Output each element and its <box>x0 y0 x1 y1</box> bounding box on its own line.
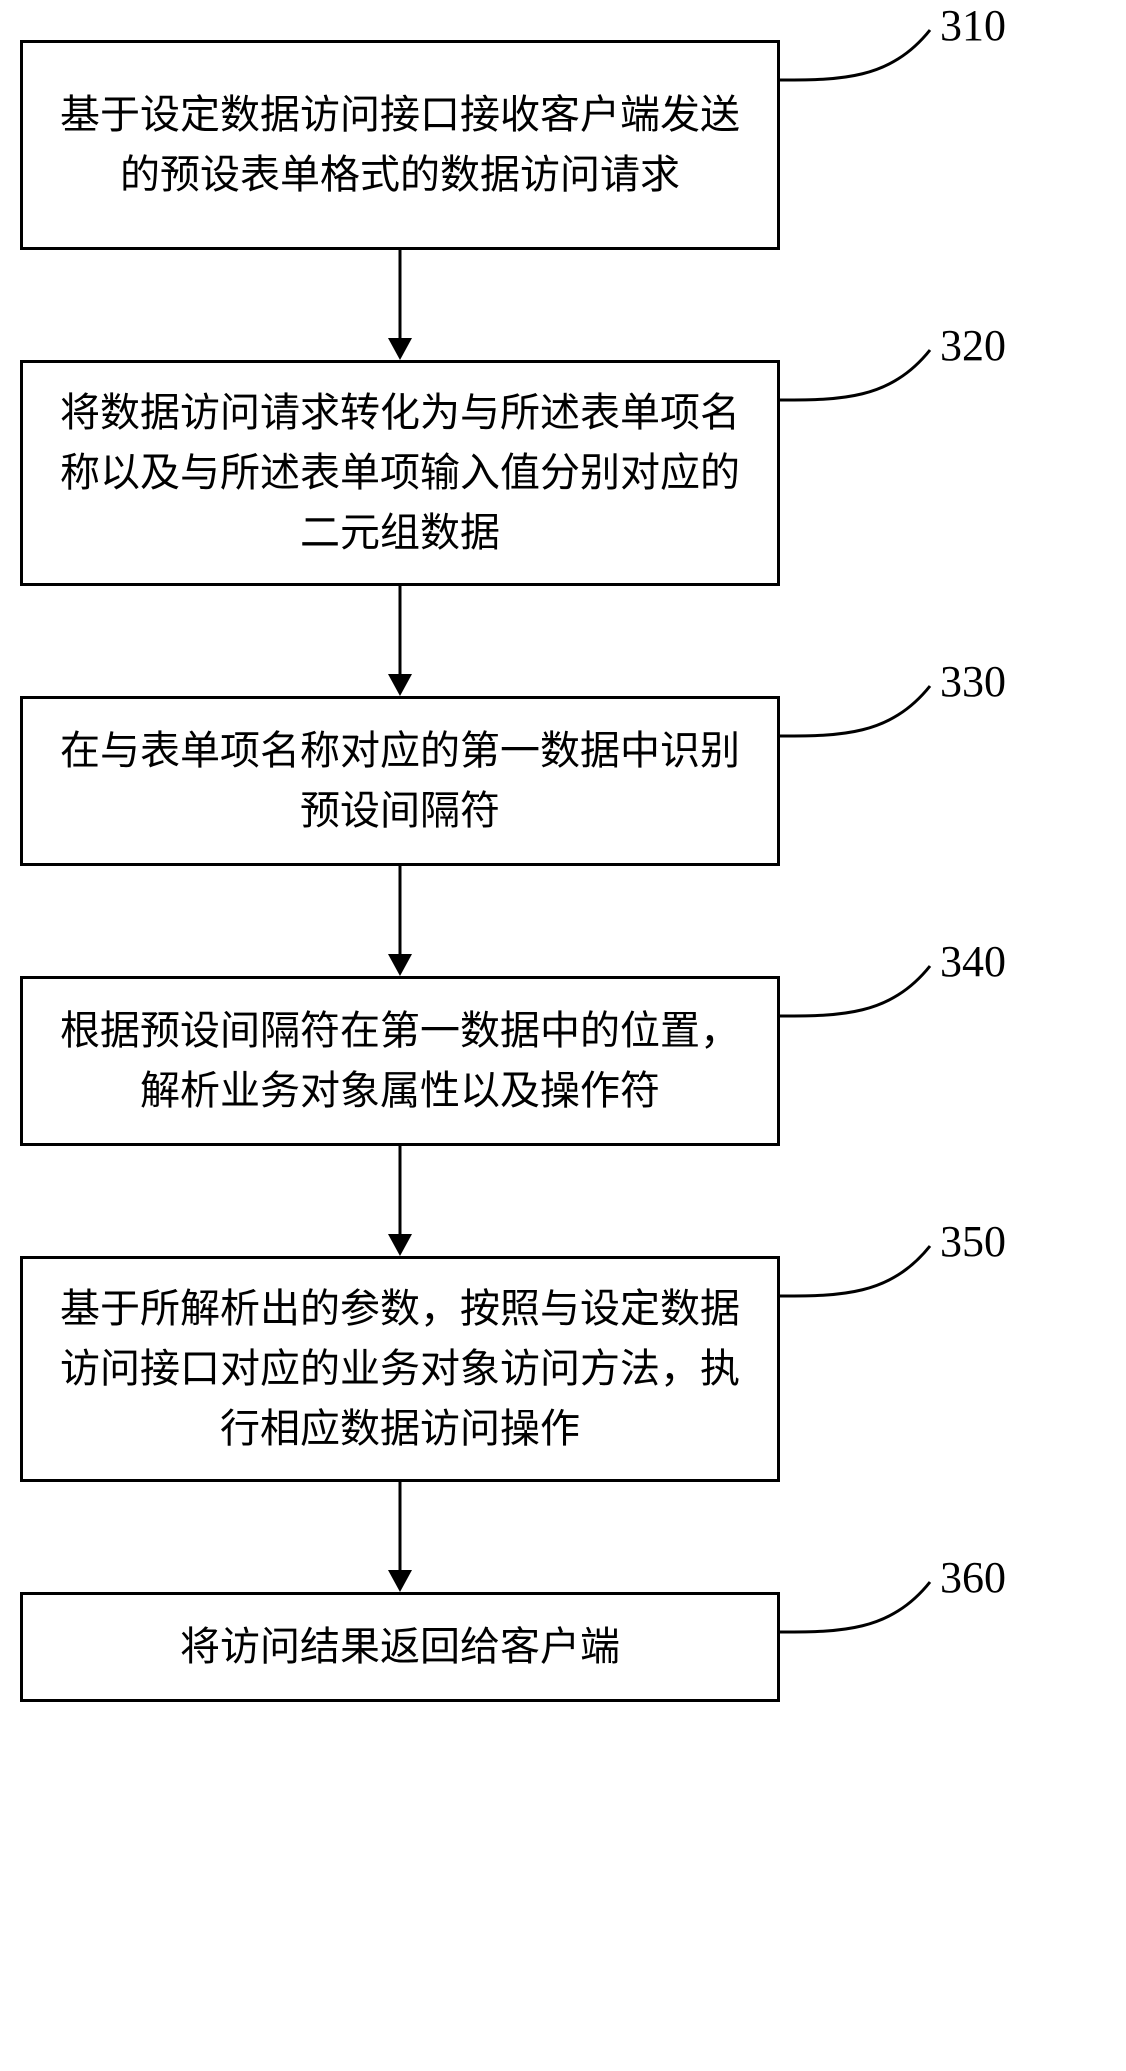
flow-row: 基于所解析出的参数，按照与设定数据访问接口对应的业务对象访问方法，执行相应数据访… <box>20 1256 1106 1482</box>
step-label-320: 320 <box>940 320 1006 371</box>
step-text: 根据预设间隔符在第一数据中的位置，解析业务对象属性以及操作符 <box>53 1001 747 1121</box>
step-box-320: 将数据访问请求转化为与所述表单项名称以及与所述表单项输入值分别对应的二元组数据 <box>20 360 780 586</box>
step-label-350: 350 <box>940 1216 1006 1267</box>
arrow-down-icon <box>380 250 420 360</box>
step-text: 基于设定数据访问接口接收客户端发送的预设表单格式的数据访问请求 <box>53 85 747 205</box>
step-label-340: 340 <box>940 936 1006 987</box>
flow-row: 在与表单项名称对应的第一数据中识别预设间隔符 330 <box>20 696 1106 866</box>
arrow-down-icon <box>380 1482 420 1592</box>
step-text: 将数据访问请求转化为与所述表单项名称以及与所述表单项输入值分别对应的二元组数据 <box>53 383 747 563</box>
arrow-down-icon <box>380 866 420 976</box>
arrow-down-icon <box>380 1146 420 1256</box>
flow-row: 将访问结果返回给客户端 360 <box>20 1592 1106 1702</box>
step-box-340: 根据预设间隔符在第一数据中的位置，解析业务对象属性以及操作符 <box>20 976 780 1146</box>
flow-row: 基于设定数据访问接口接收客户端发送的预设表单格式的数据访问请求 310 <box>20 40 1106 250</box>
step-box-350: 基于所解析出的参数，按照与设定数据访问接口对应的业务对象访问方法，执行相应数据访… <box>20 1256 780 1482</box>
step-text: 在与表单项名称对应的第一数据中识别预设间隔符 <box>53 721 747 841</box>
step-text: 基于所解析出的参数，按照与设定数据访问接口对应的业务对象访问方法，执行相应数据访… <box>53 1279 747 1459</box>
step-box-310: 基于设定数据访问接口接收客户端发送的预设表单格式的数据访问请求 <box>20 40 780 250</box>
step-box-360: 将访问结果返回给客户端 <box>20 1592 780 1702</box>
step-label-360: 360 <box>940 1552 1006 1603</box>
flow-row: 将数据访问请求转化为与所述表单项名称以及与所述表单项输入值分别对应的二元组数据 … <box>20 360 1106 586</box>
flow-row: 根据预设间隔符在第一数据中的位置，解析业务对象属性以及操作符 340 <box>20 976 1106 1146</box>
arrow-down-icon <box>380 586 420 696</box>
flowchart-container: 基于设定数据访问接口接收客户端发送的预设表单格式的数据访问请求 310 将数据访… <box>20 40 1106 1702</box>
step-box-330: 在与表单项名称对应的第一数据中识别预设间隔符 <box>20 696 780 866</box>
step-text: 将访问结果返回给客户端 <box>180 1617 620 1677</box>
step-label-330: 330 <box>940 656 1006 707</box>
step-label-310: 310 <box>940 0 1006 51</box>
